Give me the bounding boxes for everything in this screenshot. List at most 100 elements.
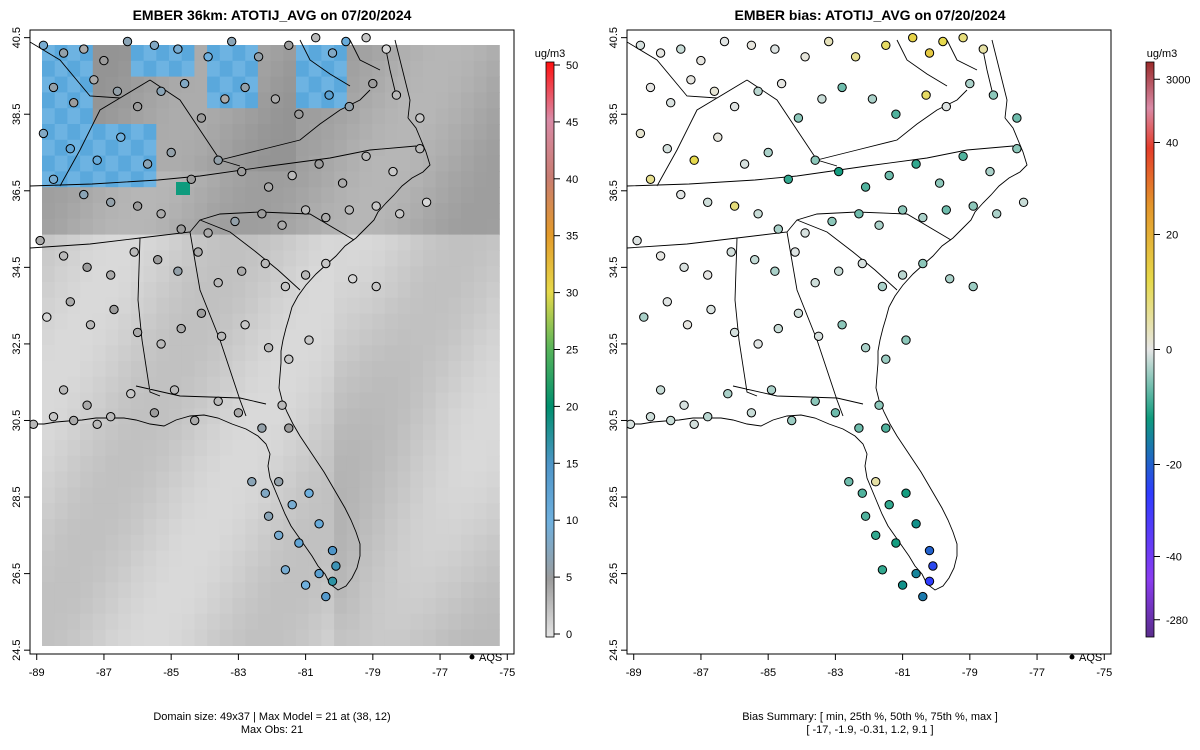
grid-cell — [283, 519, 297, 536]
grid-cell — [118, 329, 132, 346]
grid-cell — [435, 424, 449, 441]
grid-cell — [181, 598, 195, 615]
grid-cell — [232, 376, 246, 394]
grid-cell — [410, 282, 424, 299]
grid-cell — [283, 613, 297, 631]
grid-cell — [296, 76, 310, 93]
aqs-site — [294, 109, 304, 119]
bias-site — [924, 545, 935, 556]
grid-cell — [194, 282, 208, 299]
bias-site — [860, 343, 871, 353]
grid-cell — [359, 45, 373, 62]
grid-cell — [321, 376, 335, 394]
grid-cell — [486, 297, 500, 315]
grid-cell — [410, 313, 424, 330]
grid-cell — [130, 550, 145, 567]
grid-cell — [346, 361, 361, 378]
grid-cell — [67, 60, 81, 78]
bias-site — [706, 304, 716, 315]
aqs-site — [321, 591, 331, 602]
aqs-site — [280, 565, 291, 575]
grid-cell — [397, 124, 411, 141]
grid-cell — [397, 139, 411, 157]
bias-site — [857, 488, 867, 498]
grid-cell — [194, 234, 208, 251]
grid-cell — [105, 155, 119, 172]
grid-cell — [423, 408, 437, 425]
grid-cell — [181, 329, 195, 346]
grid-cell — [257, 519, 272, 536]
aqs-site — [132, 201, 143, 211]
aqs-site — [65, 144, 76, 154]
grid-cell — [308, 234, 322, 251]
grid-cell — [232, 297, 246, 315]
grid-cell — [410, 613, 424, 631]
grid-cell — [486, 408, 500, 425]
grid-cell — [232, 139, 246, 157]
grid-cell — [42, 92, 56, 109]
grid-cell — [448, 519, 462, 536]
grid-cell — [143, 392, 157, 409]
grid-cell — [67, 250, 81, 267]
aqs-site — [82, 400, 92, 410]
bias-site — [632, 235, 642, 246]
grid-cell — [384, 108, 399, 125]
grid-cell — [105, 139, 119, 157]
grid-cell — [270, 550, 284, 567]
grid-cell — [232, 92, 246, 109]
grid-cell — [156, 440, 170, 457]
aqs-site — [311, 33, 321, 43]
grid-cell — [486, 218, 500, 236]
grid-cell — [42, 487, 56, 504]
grid-cell — [346, 313, 361, 330]
grid-cell — [219, 250, 234, 267]
grid-cell — [486, 155, 500, 172]
grid-cell — [486, 60, 500, 78]
grid-cell — [105, 487, 119, 504]
grid-cell — [156, 139, 170, 157]
grid-cell — [156, 519, 170, 536]
grid-cell — [410, 392, 424, 409]
grid-cell — [130, 613, 145, 631]
grid-cell — [257, 376, 272, 394]
grid-cell — [397, 76, 411, 93]
grid-cell — [308, 440, 322, 457]
grid-cell — [372, 408, 386, 425]
bias-site — [891, 109, 901, 119]
grid-cell — [67, 598, 81, 615]
grid-cell — [397, 424, 411, 441]
grid-cell — [283, 629, 297, 646]
grid-cell — [410, 155, 424, 172]
bias-site — [918, 591, 928, 602]
grid-cell — [384, 582, 399, 599]
x-tick-label: -79 — [962, 667, 978, 679]
grid-cell — [372, 108, 386, 125]
grid-cell — [42, 613, 56, 631]
grid-cell — [54, 203, 68, 220]
grid-cell — [372, 124, 386, 141]
grid-cell — [181, 487, 195, 504]
colorbar-tick-label: -280 — [1166, 615, 1188, 627]
grid-cell — [232, 361, 246, 378]
grid-cell — [245, 629, 259, 646]
grid-cell — [461, 250, 475, 267]
grid-cell — [118, 60, 132, 78]
grid-cell — [92, 471, 107, 488]
grid-cell — [80, 234, 94, 251]
grid-cell — [219, 282, 234, 299]
grid-cell — [257, 282, 272, 299]
grid-cell — [143, 139, 157, 157]
grid-cell — [232, 487, 246, 504]
aqs-site — [233, 408, 244, 418]
grid-cell — [92, 440, 107, 457]
grid-cell — [423, 550, 437, 567]
grid-cell — [296, 313, 310, 330]
grid-cell — [448, 76, 462, 93]
grid-cell — [257, 534, 272, 552]
grid-cell — [486, 455, 500, 473]
grid-cell — [105, 392, 119, 409]
aqs-site — [337, 178, 348, 188]
aqs-site — [300, 270, 311, 280]
grid-cell — [54, 550, 68, 567]
grid-cell — [270, 582, 284, 599]
